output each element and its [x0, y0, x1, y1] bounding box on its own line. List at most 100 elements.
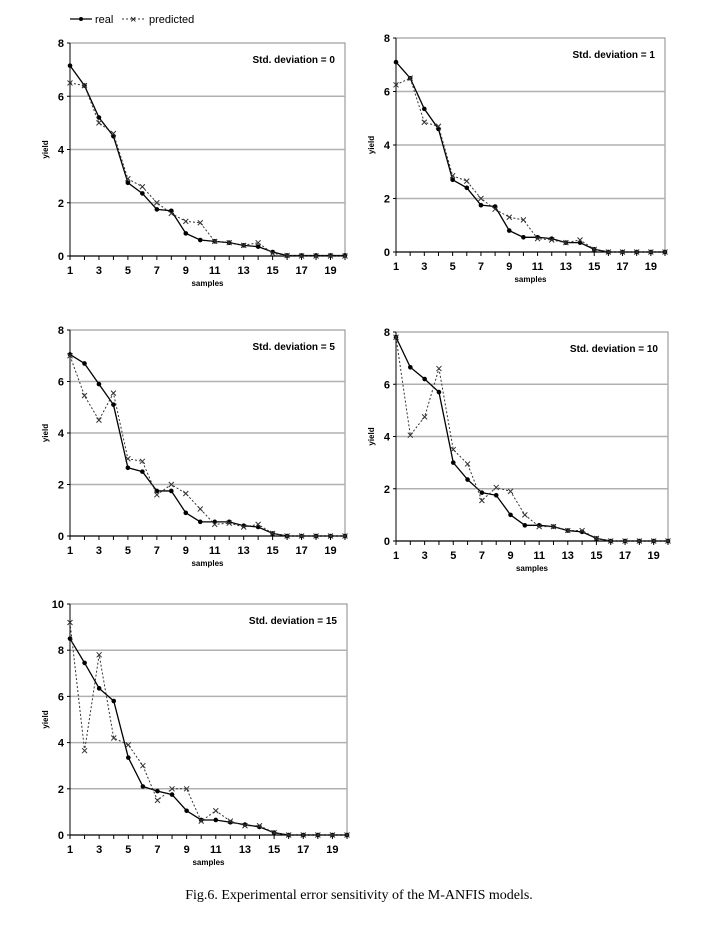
series-line-real — [69, 65, 345, 257]
x-axis-label: samples — [191, 559, 224, 568]
x-tick-label: 1 — [393, 550, 399, 562]
data-point-predicted — [240, 524, 247, 530]
x-tick-label: 9 — [183, 545, 189, 557]
x-tick-label: 13 — [562, 550, 574, 562]
x-tick-label: 17 — [295, 265, 307, 277]
x-tick-label: 15 — [588, 261, 600, 273]
y-tick-label: 0 — [58, 251, 64, 263]
data-point-predicted — [284, 252, 290, 259]
data-point-predicted — [197, 506, 204, 512]
series-line-real — [395, 61, 665, 253]
data-point-predicted — [154, 797, 161, 804]
x-tick-label: 17 — [297, 844, 309, 856]
y-axis-label: yield — [367, 427, 376, 445]
data-point-real — [67, 352, 73, 357]
chart-title: Std. deviation = 15 — [249, 616, 338, 627]
data-point-predicted — [256, 822, 263, 829]
data-point-real — [96, 381, 102, 387]
data-point-real — [67, 63, 73, 68]
series-line-predicted — [69, 622, 347, 836]
x-tick-label: 5 — [125, 844, 131, 856]
y-tick-label: 8 — [58, 38, 64, 50]
series-line-predicted — [69, 355, 345, 537]
data-point-real — [536, 523, 542, 528]
data-point-predicted — [212, 807, 219, 814]
y-tick-label: 2 — [58, 480, 64, 492]
y-tick-label: 2 — [384, 194, 390, 206]
x-tick-label: 5 — [125, 265, 131, 277]
data-point-predicted — [435, 123, 442, 130]
data-point-predicted — [407, 75, 414, 81]
y-tick-label: 4 — [384, 140, 391, 152]
x-tick-label: 1 — [67, 265, 73, 277]
x-axis-label: samples — [191, 279, 224, 288]
data-point-real — [213, 817, 219, 823]
data-point-predicted — [67, 352, 73, 359]
x-tick-label: 15 — [590, 550, 602, 562]
data-point-real — [255, 244, 261, 249]
data-point-predicted — [421, 119, 428, 126]
x-tick-label: 13 — [560, 261, 572, 273]
figure-caption: Fig.6. Experimental error sensitivity of… — [185, 888, 533, 903]
y-tick-label: 6 — [58, 377, 64, 389]
data-point-predicted — [327, 533, 334, 539]
y-tick-label: 4 — [58, 145, 65, 157]
x-tick-label: 19 — [648, 550, 660, 562]
data-point-real — [140, 784, 146, 789]
x-tick-label: 7 — [154, 844, 160, 856]
data-point-predicted — [240, 242, 247, 249]
x-tick-label: 15 — [267, 265, 279, 277]
x-tick-label: 9 — [506, 261, 512, 273]
data-point-real — [111, 698, 117, 704]
data-point-predicted — [153, 199, 160, 206]
data-point-predicted — [284, 533, 290, 539]
series-line-predicted — [395, 337, 668, 542]
data-point-real — [393, 59, 399, 65]
x-tick-label: 17 — [295, 545, 307, 557]
data-point-predicted — [607, 538, 614, 544]
data-point-predicted — [548, 237, 555, 243]
data-point-predicted — [255, 239, 262, 246]
y-tick-label: 0 — [384, 247, 390, 259]
data-point-real — [522, 523, 528, 528]
data-point-predicted — [536, 523, 543, 530]
data-point-real — [169, 488, 174, 494]
data-point-predicted — [313, 533, 319, 539]
data-point-predicted — [168, 210, 175, 217]
data-point-predicted — [125, 742, 132, 748]
y-tick-label: 8 — [58, 325, 64, 337]
legend-real-marker — [79, 17, 83, 21]
data-point-real — [508, 512, 513, 518]
data-point-predicted — [226, 239, 233, 246]
data-point-predicted — [139, 183, 146, 190]
chart-title: Std. deviation = 5 — [252, 342, 335, 353]
data-point-real — [125, 465, 131, 471]
data-point-predicted — [96, 651, 103, 658]
x-tick-label: 17 — [616, 261, 628, 273]
data-point-predicted — [342, 253, 348, 259]
data-point-predicted — [242, 822, 248, 829]
data-point-predicted — [622, 538, 628, 544]
chart-title: Std. deviation = 1 — [572, 50, 655, 61]
data-point-predicted — [564, 527, 571, 534]
x-tick-label: 19 — [645, 261, 657, 273]
data-point-predicted — [197, 219, 204, 226]
x-tick-label: 7 — [154, 545, 160, 557]
data-point-predicted — [521, 512, 528, 518]
data-point-real — [450, 177, 455, 183]
data-point-real — [493, 492, 499, 498]
data-point-predicted — [520, 217, 527, 223]
x-tick-label: 5 — [125, 545, 131, 557]
data-point-real — [155, 788, 160, 794]
x-tick-label: 9 — [507, 550, 513, 562]
data-point-predicted — [619, 249, 626, 255]
data-point-real — [422, 106, 427, 112]
data-point-predicted — [67, 619, 73, 626]
data-point-real — [228, 819, 233, 825]
data-point-predicted — [255, 521, 262, 528]
data-point-predicted — [226, 520, 233, 526]
data-point-predicted — [300, 832, 307, 838]
